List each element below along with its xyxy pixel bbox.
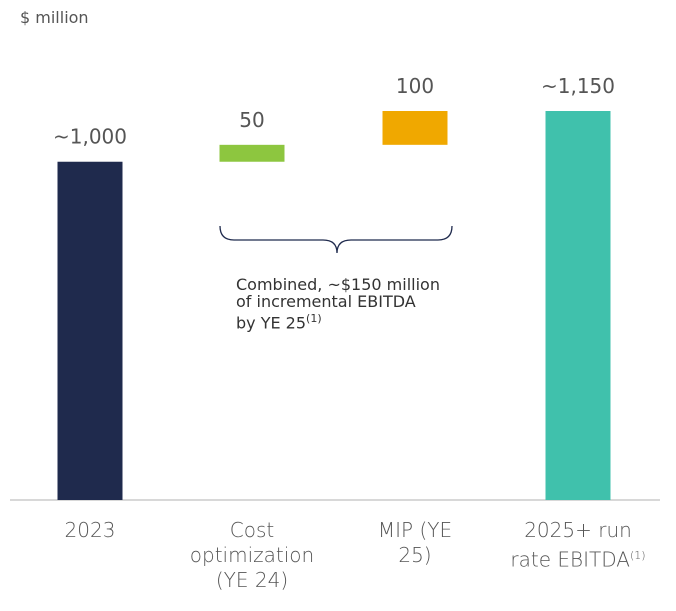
x-tick-label: MIP (YE 25) <box>368 518 463 568</box>
annotation-text: by YE 25 <box>236 313 307 333</box>
value-label: 100 <box>396 74 434 98</box>
bar <box>545 111 611 500</box>
annotation-line: of incremental EBITDA <box>236 292 416 311</box>
bar <box>219 144 285 162</box>
y-axis-label: $ million <box>20 8 89 27</box>
bracket <box>219 225 453 254</box>
x-tick-text: Cost optimization (YE 24) <box>189 518 315 592</box>
bar <box>382 111 448 145</box>
bar <box>57 161 123 500</box>
x-tick-label: 2023 <box>15 518 165 543</box>
value-label: ~1,150 <box>541 74 615 98</box>
x-tick-label: Cost optimization (YE 24) <box>177 518 327 593</box>
annotation-line: Combined, ~$150 million <box>236 275 440 294</box>
annotation: Combined, ~$150 million of incremental E… <box>236 276 440 331</box>
value-label: 50 <box>239 108 264 132</box>
footnote-marker: (1) <box>629 549 646 562</box>
footnote-marker: (1) <box>306 312 322 325</box>
annotation-line: by YE 25(1) <box>236 310 440 331</box>
x-tick-text: 2025+ run rate EBITDA <box>510 518 632 572</box>
value-label: ~1,000 <box>53 125 127 149</box>
x-tick-text: 2023 <box>64 518 116 542</box>
x-tick-text: MIP (YE 25) <box>377 518 453 567</box>
x-tick-label: 2025+ run rate EBITDA(1) <box>508 518 648 573</box>
